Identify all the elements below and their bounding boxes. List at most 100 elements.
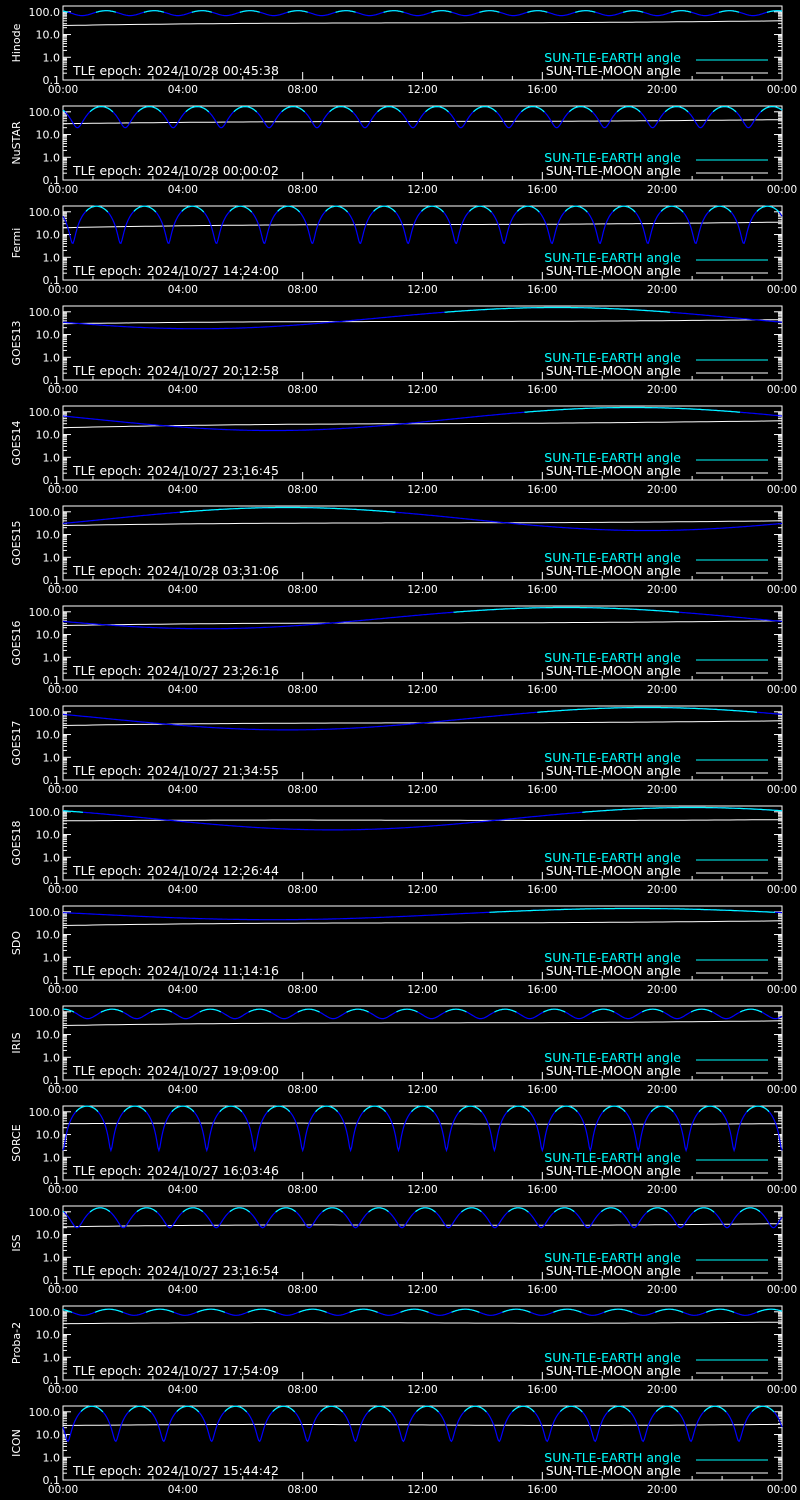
y-tick-label: 0.1 [43, 874, 61, 887]
y-tick-label: 1.0 [43, 51, 61, 64]
legend-earth-label: SUN-TLE-EARTH angle [544, 850, 681, 865]
x-tick-label: 20:00 [647, 484, 677, 496]
x-tick-label: 00:00 [767, 1284, 797, 1296]
x-tick-label: 00:00 [767, 84, 797, 96]
tle-epoch-value: 2024/10/28 00:00:02 [147, 163, 279, 178]
x-tick-label: 00:00 [48, 484, 78, 496]
x-tick-label: 16:00 [527, 184, 557, 196]
x-tick-label: 00:00 [767, 784, 797, 796]
legend-moon-label: SUN-TLE-MOON angle [546, 1363, 682, 1378]
tle-epoch-value: 2024/10/27 19:09:00 [147, 1063, 279, 1078]
y-tick-label: 10.0 [36, 929, 61, 942]
x-tick-label: 00:00 [767, 484, 797, 496]
earth-angle-line-high [76, 1106, 782, 1150]
y-tick-label: 10.0 [36, 1029, 61, 1042]
x-tick-label: 08:00 [288, 1484, 318, 1496]
panel-goes15: 0.1 1.0 10.0 100.0 00:00 04:00 08:00 12:00 16:00… [10, 506, 797, 596]
moon-angle-line [62, 319, 782, 325]
x-tick-label: 12:00 [407, 384, 437, 396]
tle-epoch-text: TLE epoch: 2024/10/27 15:44:42 [72, 1463, 279, 1478]
x-tick-label: 08:00 [288, 1284, 318, 1296]
x-tick-label: 16:00 [527, 1384, 557, 1396]
x-tick-label: 16:00 [527, 984, 557, 996]
x-tick-label: 16:00 [527, 1084, 557, 1096]
x-tick-label: 20:00 [647, 1484, 677, 1496]
y-tick-label: 0.1 [43, 1374, 61, 1387]
tle-epoch-value: 2024/10/28 03:31:06 [147, 563, 279, 578]
x-tick-label: 20:00 [647, 884, 677, 896]
x-tick-label: 08:00 [288, 984, 318, 996]
tle-epoch-text: TLE epoch: 2024/10/24 12:26:44 [72, 863, 279, 878]
tle-epoch-value: 2024/10/28 00:45:38 [147, 63, 279, 78]
y-tick-label: 10.0 [36, 729, 61, 742]
tle-epoch-prefix: TLE epoch: [72, 863, 142, 878]
x-tick-label: 08:00 [288, 1184, 318, 1196]
x-tick-label: 04:00 [168, 1484, 198, 1496]
legend-earth-label: SUN-TLE-EARTH angle [544, 1250, 681, 1265]
legend-earth-label: SUN-TLE-EARTH angle [544, 1350, 681, 1365]
satellite-name-label: GOES13 [10, 320, 23, 365]
x-tick-label: 12:00 [407, 1284, 437, 1296]
x-tick-label: 00:00 [48, 684, 78, 696]
tle-epoch-value: 2024/10/27 14:24:00 [147, 263, 279, 278]
x-tick-label: 08:00 [288, 284, 318, 296]
moon-angle-line [62, 1122, 782, 1125]
legend-moon-label: SUN-TLE-MOON angle [546, 163, 682, 178]
satellite-name-label: GOES17 [10, 720, 23, 765]
panel-sdo: 0.1 1.0 10.0 100.0 00:00 04:00 08:00 12:00 16:00… [10, 905, 797, 996]
y-tick-label: 100.0 [29, 1306, 61, 1319]
y-tick-label: 10.0 [36, 829, 61, 842]
tle-epoch-value: 2024/10/27 23:16:54 [147, 1263, 279, 1278]
satellite-name-label: NuSTAR [10, 121, 23, 165]
satellite-name-label: GOES18 [10, 820, 23, 865]
x-tick-label: 16:00 [527, 584, 557, 596]
earth-angle-line [62, 406, 783, 432]
tle-epoch-text: TLE epoch: 2024/10/27 23:16:45 [72, 463, 279, 478]
x-tick-label: 00:00 [48, 384, 78, 396]
x-tick-label: 12:00 [407, 184, 437, 196]
earth-angle-line [63, 1008, 783, 1020]
earth-angle-line-high [62, 10, 783, 13]
y-tick-label: 0.1 [43, 1074, 61, 1087]
panel-nustar: 0.1 1.0 10.0 100.0 00:00 04:00 08:00 12:00 16:00… [10, 105, 797, 196]
tle-epoch-prefix: TLE epoch: [72, 1463, 142, 1478]
x-tick-label: 20:00 [647, 384, 677, 396]
y-tick-label: 1.0 [43, 951, 61, 964]
tle-epoch-prefix: TLE epoch: [72, 363, 142, 378]
y-tick-label: 100.0 [29, 206, 61, 219]
tle-epoch-value: 2024/10/24 11:14:16 [147, 963, 279, 978]
x-tick-label: 08:00 [288, 484, 318, 496]
x-tick-label: 20:00 [647, 184, 677, 196]
x-tick-label: 00:00 [767, 884, 797, 896]
legend-earth-label: SUN-TLE-EARTH angle [544, 1450, 681, 1465]
x-tick-label: 16:00 [527, 684, 557, 696]
earth-angle-line [62, 1105, 783, 1153]
x-tick-label: 20:00 [647, 1184, 677, 1196]
x-tick-label: 04:00 [168, 384, 198, 396]
y-tick-label: 100.0 [29, 1006, 61, 1019]
panel-proba-2: 0.1 1.0 10.0 100.0 00:00 04:00 08:00 12:00 16:00… [10, 1305, 797, 1396]
x-tick-label: 12:00 [407, 484, 437, 496]
panel-icon: 0.1 1.0 10.0 100.0 00:00 04:00 08:00 12:00 16:00… [10, 1406, 797, 1496]
y-tick-label: 100.0 [29, 806, 61, 819]
tle-epoch-prefix: TLE epoch: [72, 463, 142, 478]
legend-moon-label: SUN-TLE-MOON angle [546, 963, 682, 978]
y-tick-label: 0.1 [43, 1274, 61, 1287]
y-tick-label: 10.0 [36, 1429, 61, 1442]
legend-moon-label: SUN-TLE-MOON angle [546, 1263, 682, 1278]
y-tick-label: 0.1 [43, 1474, 61, 1487]
earth-angle-line-high [180, 508, 782, 524]
legend-moon-label: SUN-TLE-MOON angle [546, 663, 682, 678]
legend-moon-label: SUN-TLE-MOON angle [546, 863, 682, 878]
tle-epoch-text: TLE epoch: 2024/10/24 11:14:16 [72, 963, 279, 978]
earth-angle-line-high [62, 1308, 783, 1313]
x-tick-label: 00:00 [48, 184, 78, 196]
earth-angle-line [62, 10, 783, 17]
panel-goes18: 0.1 1.0 10.0 100.0 00:00 04:00 08:00 12:00 16:00… [10, 805, 797, 896]
x-tick-label: 12:00 [407, 1184, 437, 1196]
earth-angle-line [63, 806, 783, 831]
x-tick-label: 04:00 [168, 1284, 198, 1296]
legend-moon-label: SUN-TLE-MOON angle [546, 1063, 682, 1078]
x-tick-label: 12:00 [407, 584, 437, 596]
